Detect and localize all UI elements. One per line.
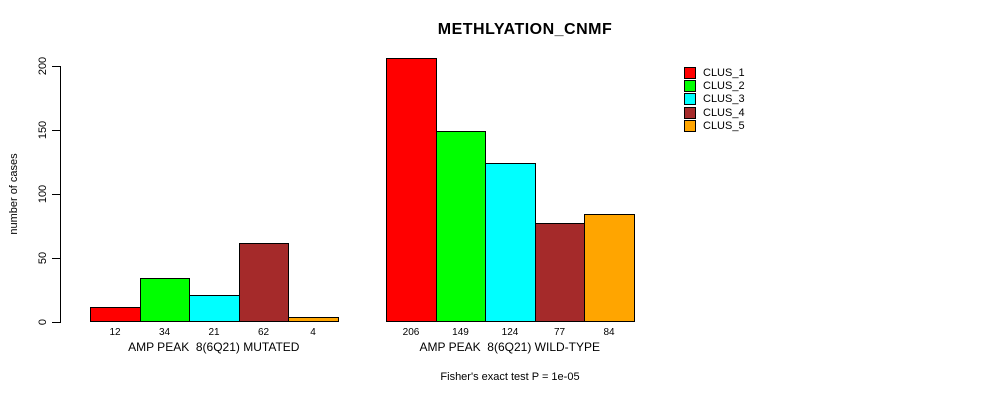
legend-item: CLUS_1 [684, 66, 745, 79]
legend-swatch [684, 92, 696, 105]
y-tick [52, 194, 60, 195]
legend-item: CLUS_2 [684, 79, 745, 92]
legend-label: CLUS_1 [703, 66, 745, 79]
bar-clus_5 [584, 214, 635, 322]
footer-text: Fisher's exact test P = 1e-05 [440, 371, 580, 383]
group-label: AMP PEAK 8(6Q21) MUTATED [128, 340, 300, 354]
y-tick-label: 200 [37, 56, 49, 76]
y-tick [52, 322, 60, 323]
bar-value-label: 62 [257, 327, 270, 338]
legend-label: CLUS_5 [703, 119, 745, 132]
bar-value-label: 34 [158, 327, 171, 338]
bar-value-label: 21 [208, 327, 220, 338]
legend-item: CLUS_3 [684, 92, 745, 105]
bar-value-label: 4 [310, 327, 316, 338]
y-tick-label: 50 [37, 251, 49, 265]
bar-clus_3 [485, 163, 536, 322]
group-label: AMP PEAK 8(6Q21) WILD-TYPE [419, 340, 601, 354]
y-tick-label: 100 [37, 184, 49, 204]
bar-clus_3 [189, 295, 240, 322]
legend-swatch [684, 79, 696, 92]
bar-value-label: 77 [553, 327, 566, 338]
bar-value-label: 124 [501, 327, 519, 338]
y-tick [52, 130, 60, 131]
legend-item: CLUS_4 [684, 106, 745, 119]
bar-clus_1 [386, 58, 437, 322]
legend-swatch [684, 106, 696, 119]
bar-clus_4 [535, 223, 585, 322]
legend-label: CLUS_4 [703, 106, 745, 119]
y-tick-label: 0 [37, 318, 49, 326]
bar-clus_5 [288, 317, 339, 322]
y-tick [52, 258, 60, 259]
legend-label: CLUS_2 [703, 79, 745, 92]
legend-item: CLUS_5 [684, 119, 745, 132]
bar-clus_1 [90, 307, 141, 322]
y-tick [52, 66, 60, 67]
bar-clus_4 [239, 243, 289, 322]
bar-value-label: 149 [452, 327, 469, 338]
legend-label: CLUS_3 [703, 92, 745, 105]
chart-title: METHLYATION_CNMF [437, 21, 613, 38]
y-axis-label: number of cases [8, 153, 20, 235]
y-axis-line [60, 66, 61, 323]
bar-value-label: 12 [109, 327, 121, 338]
bar-clus_2 [436, 131, 486, 322]
y-tick-label: 150 [37, 120, 49, 140]
bar-clus_2 [140, 278, 190, 322]
legend-swatch [684, 119, 696, 132]
bar-value-label: 84 [603, 327, 615, 338]
bar-value-label: 206 [402, 327, 420, 338]
legend-swatch [684, 66, 696, 79]
